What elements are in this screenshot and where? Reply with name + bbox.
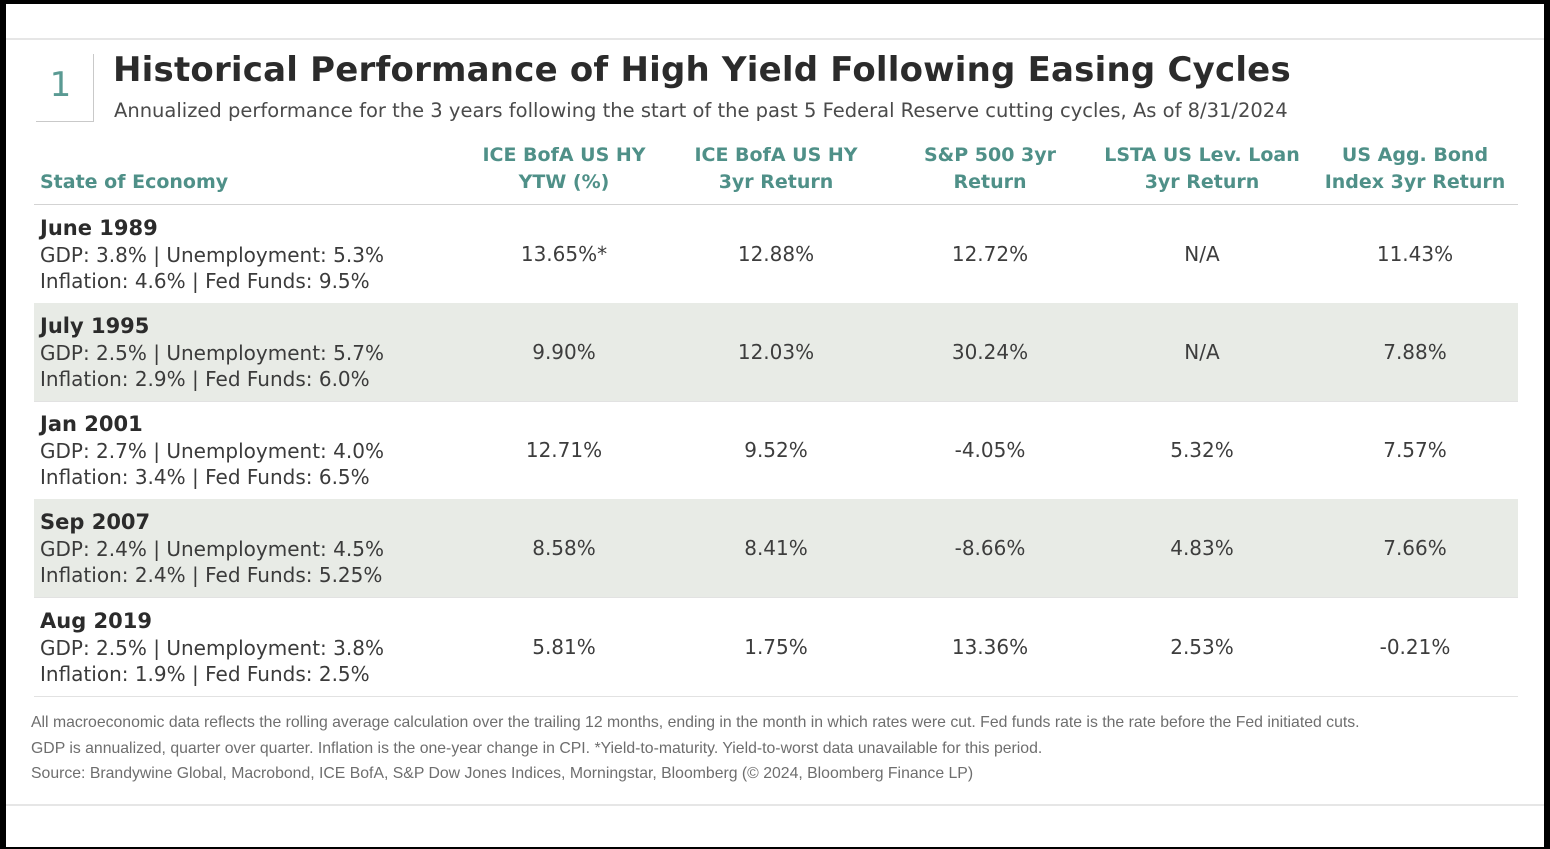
value-lsta-3yr: 5.32% bbox=[1170, 438, 1234, 462]
value-hy-3yr: 12.88% bbox=[737, 242, 815, 266]
top-band bbox=[6, 4, 1544, 40]
value-hy-ytw: 8.58% bbox=[532, 536, 596, 560]
economy-line-1: GDP: 2.4% | Unemployment: 4.5% bbox=[40, 536, 384, 561]
column-header-state-of-economy: State of Economy bbox=[40, 169, 360, 231]
column-header-line: S&P 500 3yr bbox=[923, 144, 1057, 166]
value-hy-3yr: 1.75% bbox=[744, 635, 808, 659]
column-header-hy-3yr: ICE BofA US HY 3yr Return bbox=[666, 142, 886, 204]
chart-subtitle: Annualized performance for the 3 years f… bbox=[114, 99, 1288, 122]
column-header-line: Return bbox=[953, 171, 1027, 193]
economy-line-2: Inflation: 1.9% | Fed Funds: 2.5% bbox=[40, 662, 370, 686]
economy-line-2: Inflation: 3.4% | Fed Funds: 6.5% bbox=[40, 465, 370, 489]
value-sp500-3yr: 13.36% bbox=[951, 635, 1029, 659]
economy-line-1: GDP: 2.7% | Unemployment: 4.0% bbox=[40, 438, 384, 463]
economy-cell: Sep 2007 GDP: 2.4% | Unemployment: 4.5% … bbox=[40, 509, 384, 589]
economy-line-1: GDP: 2.5% | Unemployment: 3.8% bbox=[40, 635, 384, 660]
value-hy-3yr: 9.52% bbox=[744, 438, 808, 462]
period-label: July 1995 bbox=[40, 314, 150, 338]
table-row: Aug 2019 GDP: 2.5% | Unemployment: 3.8% … bbox=[34, 598, 1518, 697]
value-agg-3yr: 11.43% bbox=[1376, 242, 1454, 266]
value-lsta-3yr: 2.53% bbox=[1170, 635, 1234, 659]
source-line: Source: Brandywine Global, Macrobond, IC… bbox=[31, 765, 974, 782]
column-header-line: State of Economy bbox=[40, 171, 229, 193]
column-header-line: YTW (%) bbox=[518, 171, 610, 193]
value-lsta-3yr: 4.83% bbox=[1170, 536, 1234, 560]
footnote-line: GDP is annualized, quarter over quarter.… bbox=[31, 739, 1043, 757]
value-hy-3yr: 8.41% bbox=[744, 536, 808, 560]
value-agg-3yr: 7.88% bbox=[1383, 340, 1447, 364]
column-header-line: ICE BofA US HY bbox=[694, 144, 858, 166]
economy-line-2: Inflation: 2.9% | Fed Funds: 6.0% bbox=[40, 367, 370, 391]
column-header-line: 3yr Return bbox=[1144, 171, 1260, 193]
economy-cell: Aug 2019 GDP: 2.5% | Unemployment: 3.8% … bbox=[40, 608, 384, 688]
value-hy-ytw: 5.81% bbox=[532, 635, 596, 659]
footnotes: All macroeconomic data reflects the roll… bbox=[31, 710, 1521, 787]
economy-cell: Jan 2001 GDP: 2.7% | Unemployment: 4.0% … bbox=[40, 411, 384, 491]
period-label: Aug 2019 bbox=[40, 609, 152, 633]
value-lsta-3yr: N/A bbox=[1184, 242, 1220, 266]
bottom-band bbox=[6, 804, 1544, 847]
table-row: Jan 2001 GDP: 2.7% | Unemployment: 4.0% … bbox=[34, 401, 1518, 500]
value-agg-3yr: 7.66% bbox=[1383, 536, 1447, 560]
period-label: June 1989 bbox=[40, 216, 158, 240]
table-header: State of Economy ICE BofA US HY YTW (%) … bbox=[34, 142, 1518, 205]
value-sp500-3yr: -8.66% bbox=[954, 536, 1026, 560]
period-label: Sep 2007 bbox=[40, 510, 151, 534]
column-header-line: Index 3yr Return bbox=[1324, 171, 1506, 193]
economy-line-1: GDP: 3.8% | Unemployment: 5.3% bbox=[40, 242, 384, 267]
column-header-line: US Agg. Bond bbox=[1341, 144, 1489, 166]
value-hy-ytw: 9.90% bbox=[532, 340, 596, 364]
table-row: June 1989 GDP: 3.8% | Unemployment: 5.3%… bbox=[34, 205, 1518, 304]
figure-panel: 1 Historical Performance of High Yield F… bbox=[6, 4, 1544, 847]
value-sp500-3yr: 30.24% bbox=[951, 340, 1029, 364]
figure-number: 1 bbox=[36, 54, 94, 122]
value-hy-3yr: 12.03% bbox=[737, 340, 815, 364]
table-row: Sep 2007 GDP: 2.4% | Unemployment: 4.5% … bbox=[34, 499, 1518, 598]
chart-title: Historical Performance of High Yield Fol… bbox=[113, 50, 1291, 90]
economy-line-2: Inflation: 2.4% | Fed Funds: 5.25% bbox=[40, 563, 383, 587]
economy-cell: June 1989 GDP: 3.8% | Unemployment: 5.3%… bbox=[40, 215, 384, 295]
economy-line-2: Inflation: 4.6% | Fed Funds: 9.5% bbox=[40, 269, 370, 293]
value-sp500-3yr: -4.05% bbox=[954, 438, 1026, 462]
table-row: July 1995 GDP: 2.5% | Unemployment: 5.7%… bbox=[34, 303, 1518, 402]
value-lsta-3yr: N/A bbox=[1184, 340, 1220, 364]
column-header-line: 3yr Return bbox=[718, 171, 834, 193]
value-hy-ytw: 13.65%* bbox=[520, 242, 608, 266]
column-header-lsta-3yr: LSTA US Lev. Loan 3yr Return bbox=[1087, 142, 1317, 204]
economy-line-1: GDP: 2.5% | Unemployment: 5.7% bbox=[40, 340, 384, 365]
column-header-agg-3yr: US Agg. Bond Index 3yr Return bbox=[1300, 142, 1530, 204]
column-header-line: LSTA US Lev. Loan bbox=[1104, 144, 1300, 166]
footnote-line: All macroeconomic data reflects the roll… bbox=[31, 714, 1360, 731]
value-agg-3yr: -0.21% bbox=[1379, 635, 1451, 659]
value-agg-3yr: 7.57% bbox=[1383, 438, 1447, 462]
column-header-sp500-3yr: S&P 500 3yr Return bbox=[880, 142, 1100, 204]
value-sp500-3yr: 12.72% bbox=[951, 242, 1029, 266]
column-header-hy-ytw: ICE BofA US HY YTW (%) bbox=[454, 142, 674, 204]
economy-cell: July 1995 GDP: 2.5% | Unemployment: 5.7%… bbox=[40, 313, 384, 393]
column-header-line: ICE BofA US HY bbox=[482, 144, 646, 166]
period-label: Jan 2001 bbox=[40, 412, 143, 436]
value-hy-ytw: 12.71% bbox=[525, 438, 603, 462]
